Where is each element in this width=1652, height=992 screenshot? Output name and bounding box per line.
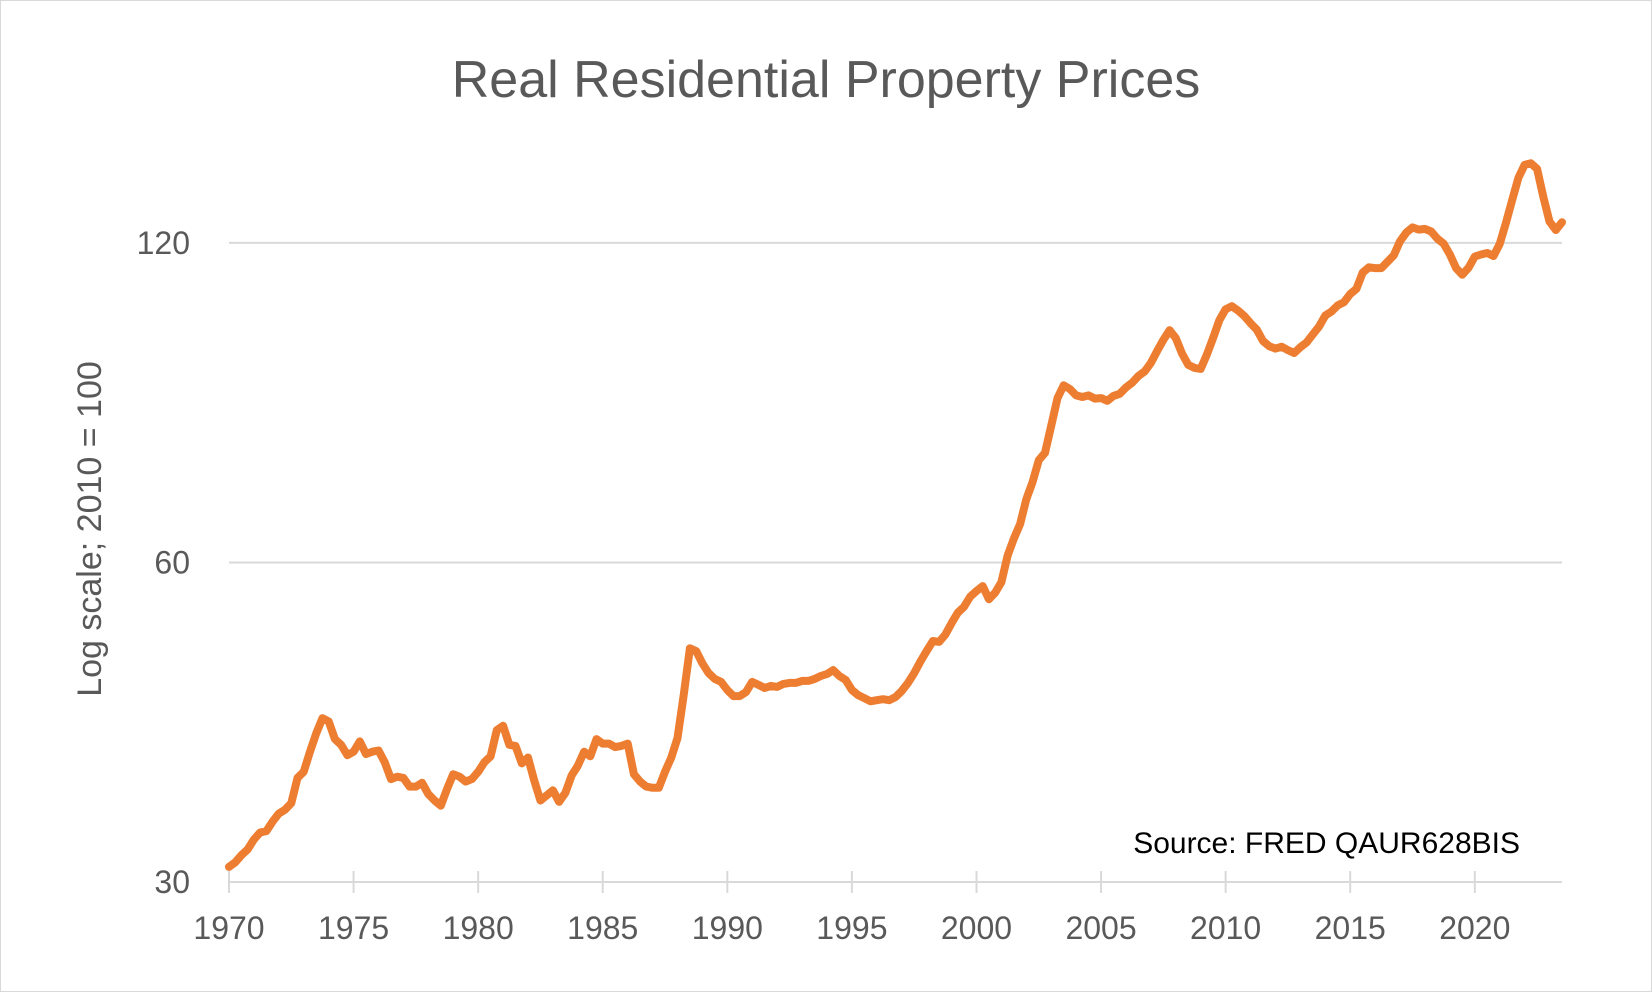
source-annotation: Source: FRED QAUR628BIS (1133, 827, 1520, 860)
series-line (225, 159, 1566, 871)
x-tick-label: 2010 (1190, 910, 1261, 946)
x-tick-label: 2005 (1065, 910, 1136, 946)
y-axis-tick-labels: 30 60 120 (137, 225, 190, 900)
x-tick-label: 1995 (816, 910, 887, 946)
y-axis-label: Log scale; 2010 = 100 (71, 361, 109, 697)
x-tick-label: 1970 (193, 910, 264, 946)
x-tick-label: 1980 (443, 910, 514, 946)
y-tick-label: 120 (137, 225, 190, 261)
x-axis-tick-labels: 1970 1975 1980 1985 1990 1995 2000 2005 2010 2015… (193, 910, 1510, 946)
x-tick-label: 2020 (1439, 910, 1510, 946)
x-tick-label: 1975 (318, 910, 389, 946)
gridlines (229, 241, 1562, 564)
y-tick-label: 30 (154, 864, 190, 900)
x-tick-label: 1985 (567, 910, 638, 946)
x-tick-label: 2015 (1315, 910, 1386, 946)
x-tick-label: 1990 (692, 910, 763, 946)
x-axis (228, 871, 1562, 893)
chart-title: Real Residential Property Prices (452, 51, 1201, 109)
y-tick-label: 60 (154, 544, 190, 580)
x-tick-label: 2000 (941, 910, 1012, 946)
